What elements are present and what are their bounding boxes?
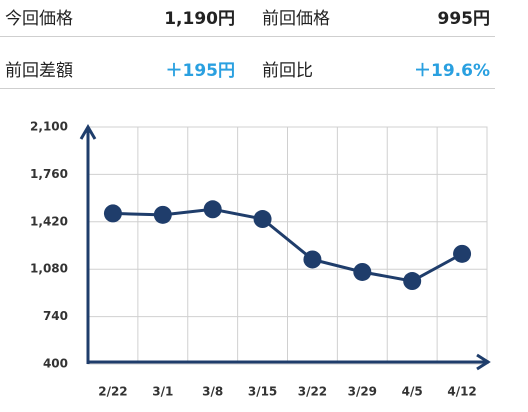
x-tick-label: 2/22 bbox=[98, 385, 127, 399]
y-tick-label: 2,100 bbox=[30, 120, 68, 134]
y-tick-label: 1,420 bbox=[30, 214, 68, 228]
y-tick-label: 1,760 bbox=[30, 167, 68, 181]
value: ＋19.6% bbox=[414, 61, 490, 81]
x-tick-label: 3/22 bbox=[298, 385, 327, 399]
x-tick-label: 3/15 bbox=[248, 385, 277, 399]
value: 1,190円 bbox=[164, 9, 235, 29]
x-tick-label: 4/12 bbox=[447, 385, 476, 399]
label: 前回価格 bbox=[262, 9, 330, 29]
info-row: 今回価格 1,190円 前回価格 995円 bbox=[0, 0, 495, 37]
x-tick-label: 4/5 bbox=[402, 385, 423, 399]
value: ＋195円 bbox=[165, 61, 236, 81]
marker bbox=[103, 204, 122, 223]
y-tick-label: 400 bbox=[43, 357, 68, 371]
marker bbox=[303, 250, 322, 269]
marker bbox=[203, 200, 222, 219]
x-tick-label: 3/1 bbox=[152, 385, 173, 399]
info-row: 前回差額 ＋195円 前回比 ＋19.6% bbox=[0, 52, 495, 89]
x-tick-label: 3/29 bbox=[348, 385, 377, 399]
label: 今回価格 bbox=[5, 9, 73, 29]
label: 前回比 bbox=[262, 61, 313, 81]
label: 前回差額 bbox=[5, 61, 73, 81]
marker bbox=[153, 205, 172, 224]
marker bbox=[253, 210, 272, 229]
y-tick-label: 1,080 bbox=[30, 262, 68, 276]
y-axis-arrow bbox=[79, 124, 97, 140]
x-axis-arrow bbox=[476, 353, 491, 371]
marker bbox=[403, 272, 422, 291]
y-tick-label: 740 bbox=[43, 309, 68, 323]
marker bbox=[453, 244, 472, 263]
x-tick-label: 3/8 bbox=[202, 385, 223, 399]
marker bbox=[353, 262, 372, 281]
value: 995円 bbox=[437, 9, 491, 29]
